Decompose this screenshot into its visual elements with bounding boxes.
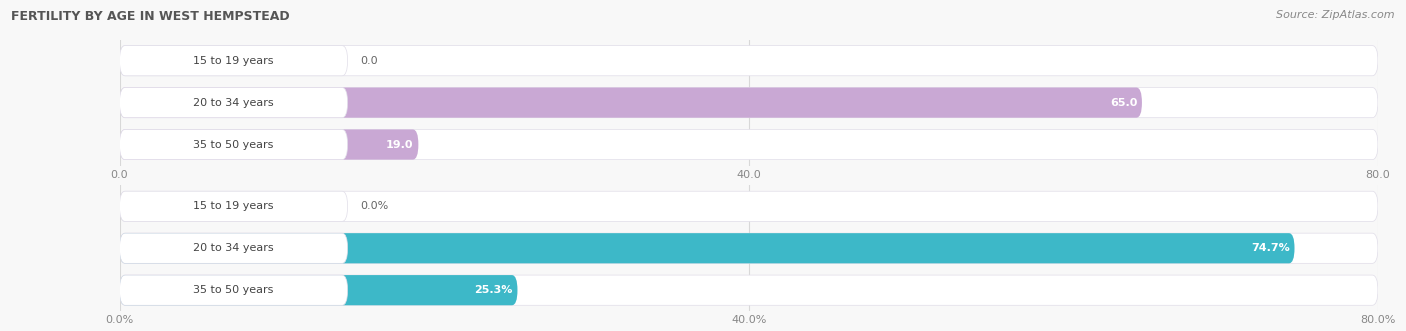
FancyBboxPatch shape bbox=[120, 191, 347, 221]
FancyBboxPatch shape bbox=[120, 46, 1378, 76]
FancyBboxPatch shape bbox=[120, 87, 1142, 118]
Text: 20 to 34 years: 20 to 34 years bbox=[193, 98, 274, 108]
FancyBboxPatch shape bbox=[120, 275, 517, 305]
FancyBboxPatch shape bbox=[120, 233, 1295, 263]
FancyBboxPatch shape bbox=[120, 46, 347, 76]
FancyBboxPatch shape bbox=[120, 87, 347, 118]
Text: 0.0: 0.0 bbox=[360, 56, 378, 66]
FancyBboxPatch shape bbox=[120, 129, 419, 160]
Text: 15 to 19 years: 15 to 19 years bbox=[193, 201, 274, 211]
Text: 65.0: 65.0 bbox=[1109, 98, 1137, 108]
Text: 74.7%: 74.7% bbox=[1251, 243, 1289, 253]
Text: 35 to 50 years: 35 to 50 years bbox=[194, 140, 274, 150]
FancyBboxPatch shape bbox=[120, 129, 1378, 160]
FancyBboxPatch shape bbox=[120, 233, 1378, 263]
FancyBboxPatch shape bbox=[120, 233, 347, 263]
FancyBboxPatch shape bbox=[120, 87, 1378, 118]
FancyBboxPatch shape bbox=[120, 129, 347, 160]
Text: Source: ZipAtlas.com: Source: ZipAtlas.com bbox=[1277, 10, 1395, 20]
Text: FERTILITY BY AGE IN WEST HEMPSTEAD: FERTILITY BY AGE IN WEST HEMPSTEAD bbox=[11, 10, 290, 23]
FancyBboxPatch shape bbox=[120, 275, 1378, 305]
FancyBboxPatch shape bbox=[120, 191, 1378, 221]
Text: 15 to 19 years: 15 to 19 years bbox=[193, 56, 274, 66]
Text: 35 to 50 years: 35 to 50 years bbox=[194, 285, 274, 295]
Text: 20 to 34 years: 20 to 34 years bbox=[193, 243, 274, 253]
Text: 25.3%: 25.3% bbox=[474, 285, 513, 295]
Text: 19.0: 19.0 bbox=[387, 140, 413, 150]
Text: 0.0%: 0.0% bbox=[360, 201, 388, 211]
FancyBboxPatch shape bbox=[120, 275, 347, 305]
